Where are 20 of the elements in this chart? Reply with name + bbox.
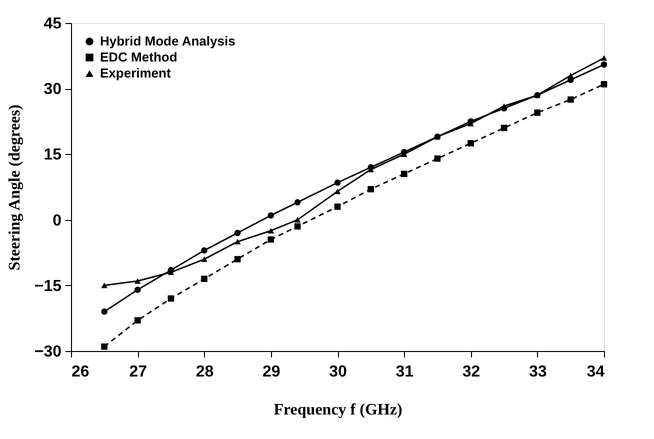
- legend-label: EDC Method: [100, 50, 178, 64]
- x-axis-title: Frequency f (GHz): [274, 402, 402, 418]
- y-tick-label: 30: [44, 81, 62, 98]
- y-tick-label: −15: [34, 278, 62, 295]
- x-tick-label: 31: [396, 364, 414, 380]
- x-tick-label: 34: [586, 364, 605, 380]
- x-tick-label: 29: [262, 364, 280, 380]
- x-tick-label: 27: [129, 364, 148, 380]
- x-tick-label: 30: [329, 364, 347, 380]
- y-tick-label: 15: [44, 146, 62, 164]
- legend-label: Experiment: [100, 66, 172, 80]
- x-tick-label: 26: [72, 364, 90, 380]
- x-tick-label: 32: [462, 364, 480, 380]
- x-tick-label: 33: [528, 364, 547, 380]
- y-axis-title: Steering Angle (degrees): [6, 104, 24, 270]
- y-tick-label: −30: [34, 344, 62, 360]
- y-tick-label: 0: [52, 212, 62, 230]
- legend-label: Hybrid Mode Analysis: [100, 34, 236, 48]
- x-tick-label: 28: [196, 364, 214, 380]
- y-tick-label: 45: [44, 16, 62, 32]
